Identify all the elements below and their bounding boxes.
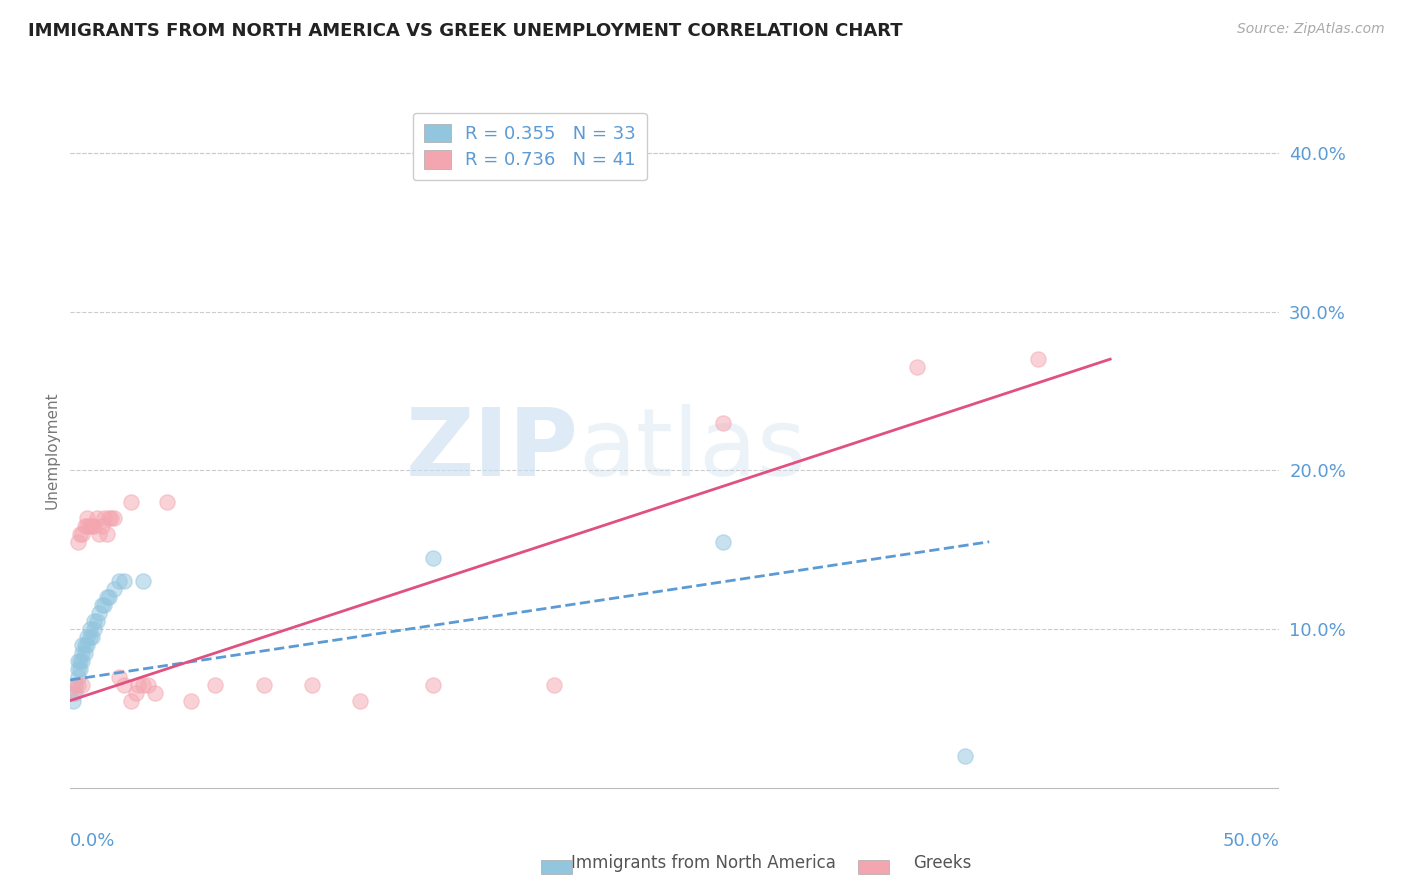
Point [136, 678, 159, 692]
Point [543, 678, 565, 692]
Point [63, 678, 86, 692]
Point [80, 519, 103, 533]
Point [1026, 352, 1049, 367]
Point [69, 662, 91, 676]
Point [132, 678, 155, 692]
Point [96, 526, 118, 541]
Point [112, 574, 135, 589]
Point [63, 678, 86, 692]
Point [107, 574, 129, 589]
Point [90, 599, 112, 613]
Point [76, 519, 98, 533]
Point [62, 685, 84, 699]
Point [124, 685, 146, 699]
Point [156, 495, 179, 509]
Point [66, 662, 89, 676]
Point [72, 646, 94, 660]
Point [349, 693, 371, 707]
Point [69, 526, 91, 541]
Point [98, 511, 121, 525]
Point [66, 670, 89, 684]
Text: 50.0%: 50.0% [1223, 832, 1279, 850]
Point [93, 599, 115, 613]
Point [107, 670, 129, 684]
Point [711, 416, 734, 430]
Point [80, 630, 103, 644]
Point [72, 638, 94, 652]
Point [83, 519, 105, 533]
Point [89, 606, 111, 620]
Point [96, 591, 118, 605]
Point [73, 638, 96, 652]
Point [79, 630, 101, 644]
Point [73, 519, 96, 533]
Text: atlas: atlas [578, 404, 807, 497]
Point [100, 511, 122, 525]
Point [711, 534, 734, 549]
Text: 0.0%: 0.0% [70, 832, 115, 850]
Point [76, 630, 98, 644]
Point [72, 654, 94, 668]
Point [86, 614, 108, 628]
Point [112, 678, 135, 692]
Legend: R = 0.355   N = 33, R = 0.736   N = 41: R = 0.355 N = 33, R = 0.736 N = 41 [413, 112, 647, 180]
Point [143, 685, 166, 699]
Point [66, 534, 89, 549]
Point [62, 693, 84, 707]
Point [83, 622, 105, 636]
Point [98, 591, 121, 605]
Point [422, 550, 444, 565]
Point [93, 511, 115, 525]
Point [66, 678, 89, 692]
Point [89, 526, 111, 541]
Point [204, 678, 226, 692]
Point [72, 526, 94, 541]
Point [301, 678, 323, 692]
Point [905, 360, 928, 375]
Point [90, 519, 112, 533]
Text: ZIP: ZIP [405, 404, 578, 497]
Point [79, 519, 101, 533]
Point [79, 622, 101, 636]
Point [103, 582, 125, 597]
Point [120, 693, 142, 707]
Point [72, 678, 94, 692]
Point [180, 693, 202, 707]
Point [253, 678, 276, 692]
Point [76, 638, 98, 652]
Point [127, 678, 149, 692]
Point [132, 574, 155, 589]
Point [63, 685, 86, 699]
Y-axis label: Unemployment: Unemployment [44, 392, 59, 509]
Point [76, 511, 98, 525]
Point [422, 678, 444, 692]
Point [103, 511, 125, 525]
Text: Source: ZipAtlas.com: Source: ZipAtlas.com [1237, 22, 1385, 37]
Point [86, 511, 108, 525]
Point [120, 495, 142, 509]
Point [69, 654, 91, 668]
Point [66, 654, 89, 668]
Point [83, 614, 105, 628]
Point [953, 749, 976, 764]
Text: Immigrants from North America: Immigrants from North America [571, 855, 835, 872]
Point [73, 646, 96, 660]
Text: IMMIGRANTS FROM NORTH AMERICA VS GREEK UNEMPLOYMENT CORRELATION CHART: IMMIGRANTS FROM NORTH AMERICA VS GREEK U… [28, 22, 903, 40]
Text: Greeks: Greeks [912, 855, 972, 872]
